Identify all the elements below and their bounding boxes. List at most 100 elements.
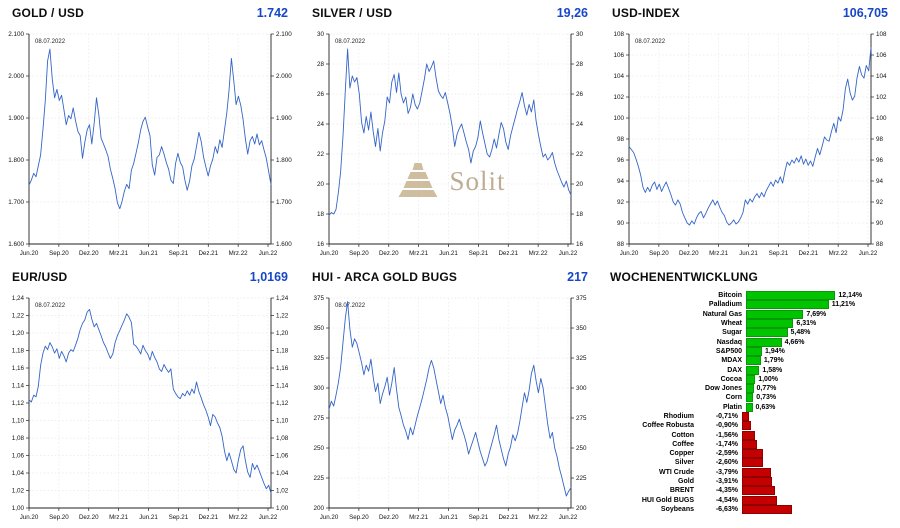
panel-header: WOCHENENTWICKLUNG xyxy=(606,267,896,288)
svg-text:1.600: 1.600 xyxy=(276,241,292,248)
bar-row: Wheat 6,31% xyxy=(606,319,896,329)
panel-header: USD-INDEX 106,705 xyxy=(602,3,898,24)
svg-text:Sep.21: Sep.21 xyxy=(169,514,189,521)
svg-text:Sep.21: Sep.21 xyxy=(169,250,189,257)
panel-header: GOLD / USD 1.742 xyxy=(2,3,298,24)
hui-line-chart: 200 200 225 225 250 250 275 275 300 300 325 325 350 3… xyxy=(313,295,587,521)
bar-row: WTI Crude -3,79% xyxy=(606,467,896,477)
svg-text:Mrz.21: Mrz.21 xyxy=(409,514,428,521)
svg-text:16: 16 xyxy=(576,241,584,248)
svg-text:1,20: 1,20 xyxy=(12,330,25,337)
svg-text:88: 88 xyxy=(876,241,884,248)
bar-row: DAX 1,58% xyxy=(606,365,896,375)
svg-text:1,18: 1,18 xyxy=(276,348,289,355)
svg-text:Jun.22: Jun.22 xyxy=(259,514,278,521)
bar-row: Corn 0,73% xyxy=(606,393,896,403)
bar-row: Silver -2,60% xyxy=(606,458,896,468)
bar-row: Cotton -1,56% xyxy=(606,430,896,440)
bar-segment xyxy=(746,346,762,356)
svg-text:96: 96 xyxy=(876,157,884,164)
chart-title: SILVER / USD xyxy=(312,6,393,20)
bar-row: BRENT -4,35% xyxy=(606,486,896,496)
svg-text:104: 104 xyxy=(613,73,624,80)
svg-text:106: 106 xyxy=(876,52,887,59)
svg-text:20: 20 xyxy=(317,181,325,188)
svg-text:1,10: 1,10 xyxy=(12,418,25,425)
bar-label: S&P500 xyxy=(715,347,742,355)
bar-row: Palladium 11,21% xyxy=(606,300,896,310)
bar-segment xyxy=(746,337,782,347)
chart-last-value: 106,705 xyxy=(842,6,888,20)
bar-value: -3,79% xyxy=(715,468,738,476)
bar-segment xyxy=(742,449,763,459)
bar-segment xyxy=(746,356,761,366)
chart-last-value: 1,0169 xyxy=(249,270,288,284)
bar-row: HUI Gold BUGS -4,54% xyxy=(606,495,896,505)
svg-text:Mrz.21: Mrz.21 xyxy=(109,514,128,521)
bar-row: Natural Gas 7,69% xyxy=(606,309,896,319)
bar-label: Cocoa xyxy=(720,375,742,383)
bar-value: 1,58% xyxy=(762,366,783,374)
bar-segment xyxy=(742,421,751,431)
date-annotation: 08.07.2022 xyxy=(335,39,366,45)
bar-label: Corn xyxy=(725,394,742,402)
chart-last-value: 217 xyxy=(567,270,588,284)
svg-text:104: 104 xyxy=(876,73,887,80)
svg-text:Jun.22: Jun.22 xyxy=(259,250,278,257)
svg-text:Sep.21: Sep.21 xyxy=(469,250,489,257)
svg-text:1.600: 1.600 xyxy=(8,241,24,248)
bar-label: BRENT xyxy=(669,487,694,495)
svg-text:Mrz.22: Mrz.22 xyxy=(229,514,248,521)
bar-segment xyxy=(746,309,804,319)
svg-text:90: 90 xyxy=(876,220,884,227)
svg-text:22: 22 xyxy=(317,151,325,158)
svg-text:Dez.20: Dez.20 xyxy=(79,250,99,257)
bar-row: Platin 0,63% xyxy=(606,402,896,412)
svg-text:Jun.20: Jun.20 xyxy=(620,250,639,257)
svg-text:92: 92 xyxy=(876,199,884,206)
svg-text:Sep.20: Sep.20 xyxy=(649,250,669,257)
svg-text:24: 24 xyxy=(576,121,584,128)
bar-row: Cocoa 1,00% xyxy=(606,374,896,384)
bar-label: Sugar xyxy=(722,329,742,337)
svg-text:96: 96 xyxy=(617,157,625,164)
svg-text:1,18: 1,18 xyxy=(12,348,25,355)
svg-text:225: 225 xyxy=(313,475,324,482)
svg-text:1,14: 1,14 xyxy=(12,383,25,390)
svg-text:30: 30 xyxy=(576,31,584,38)
svg-text:Mrz.21: Mrz.21 xyxy=(709,250,728,257)
svg-text:106: 106 xyxy=(613,52,624,59)
bar-segment xyxy=(746,328,788,338)
silver-line-chart: 16 16 18 18 20 20 22 22 24 24 26 26 28 28 30 30 Jun.20 Se… xyxy=(317,31,584,257)
svg-text:18: 18 xyxy=(317,211,325,218)
svg-text:1,24: 1,24 xyxy=(12,295,25,302)
svg-text:1,04: 1,04 xyxy=(12,470,25,477)
bar-label: Copper xyxy=(669,450,695,458)
svg-text:100: 100 xyxy=(613,115,624,122)
bar-value: -2,59% xyxy=(715,450,738,458)
svg-text:Dez.21: Dez.21 xyxy=(198,250,218,257)
svg-text:2.100: 2.100 xyxy=(8,31,24,38)
panel-wochenentwicklung: WOCHENENTWICKLUNG Bitcoin 12,14% Palladium… xyxy=(600,264,900,528)
svg-text:1,12: 1,12 xyxy=(12,400,25,407)
svg-text:94: 94 xyxy=(876,178,884,185)
svg-text:1,08: 1,08 xyxy=(12,435,25,442)
bar-value: -2,60% xyxy=(715,459,738,467)
svg-text:26: 26 xyxy=(576,91,584,98)
svg-text:98: 98 xyxy=(876,136,884,143)
svg-text:Sep.20: Sep.20 xyxy=(49,250,69,257)
bar-label: Silver xyxy=(674,459,694,467)
svg-text:1,20: 1,20 xyxy=(276,330,289,337)
svg-text:1,10: 1,10 xyxy=(276,418,289,425)
svg-text:Jun.20: Jun.20 xyxy=(20,250,39,257)
bar-value: -1,56% xyxy=(715,431,738,439)
bar-label: WTI Crude xyxy=(659,468,694,476)
bar-label: Platin xyxy=(722,403,742,411)
bar-value: 0,77% xyxy=(756,385,777,393)
bar-label: Coffee xyxy=(672,440,694,448)
svg-text:Jun.22: Jun.22 xyxy=(559,250,578,257)
svg-text:Sep.20: Sep.20 xyxy=(349,514,369,521)
date-annotation: 08.07.2022 xyxy=(635,39,666,45)
bar-label: Bitcoin xyxy=(718,292,742,300)
bar-segment xyxy=(746,365,760,375)
